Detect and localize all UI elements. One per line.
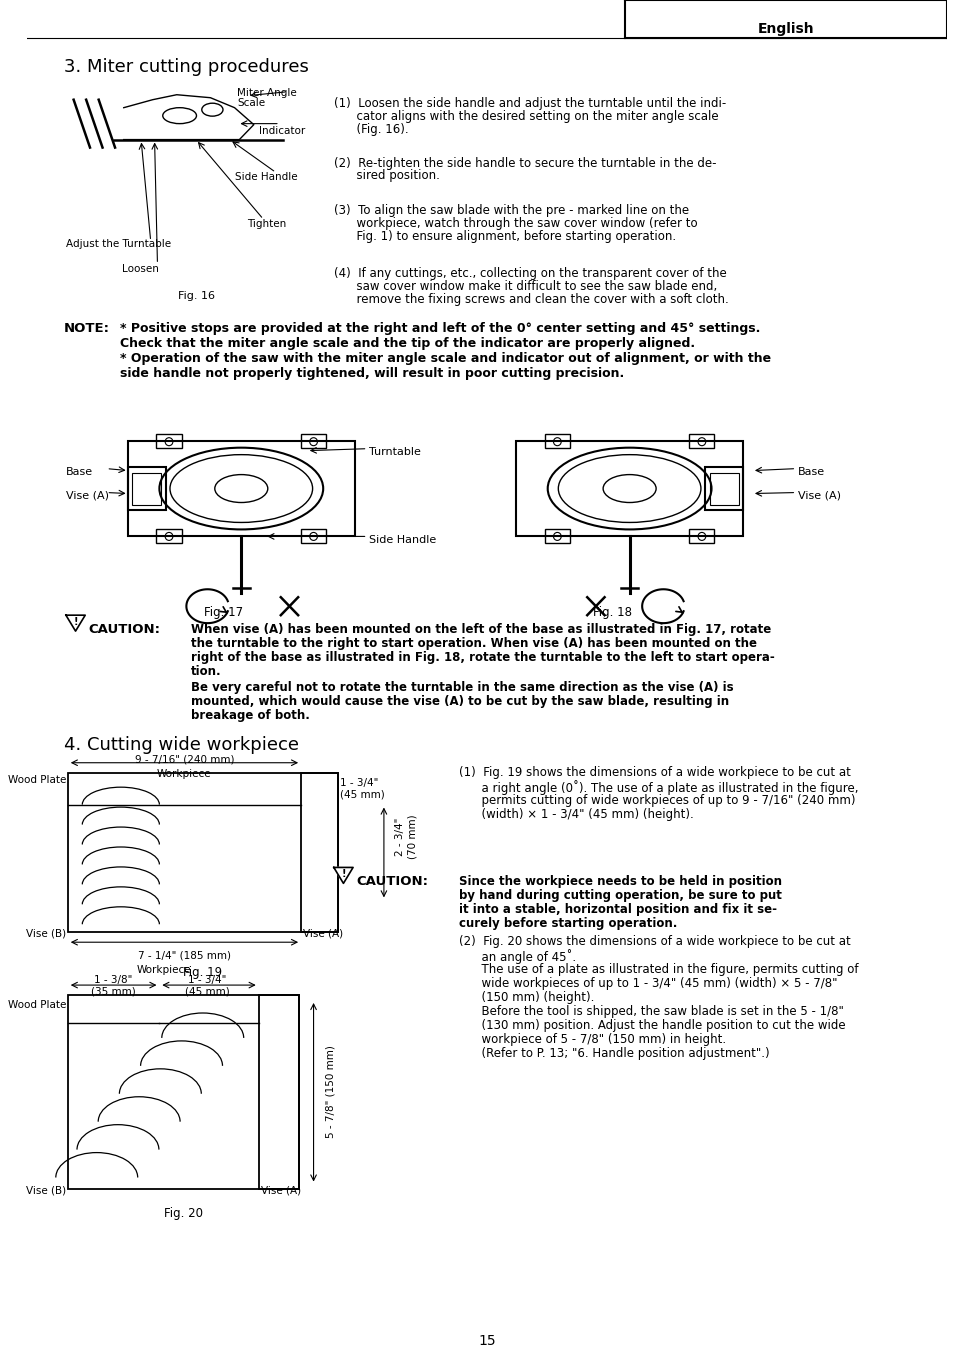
Text: sired position.: sired position. bbox=[334, 169, 439, 182]
Text: (1)  Fig. 19 shows the dimensions of a wide workpiece to be cut at: (1) Fig. 19 shows the dimensions of a wi… bbox=[458, 766, 850, 778]
Text: (1)  Loosen the side handle and adjust the turntable until the indi-: (1) Loosen the side handle and adjust th… bbox=[334, 97, 725, 109]
Text: 5 - 7/8" (150 mm): 5 - 7/8" (150 mm) bbox=[325, 1046, 335, 1138]
Text: Fig. 17: Fig. 17 bbox=[204, 607, 243, 619]
Text: Vise (A): Vise (A) bbox=[260, 1185, 300, 1196]
Text: curely before starting operation.: curely before starting operation. bbox=[458, 917, 677, 931]
Text: wide workpieces of up to 1 - 3/4" (45 mm) (width) × 5 - 7/8": wide workpieces of up to 1 - 3/4" (45 mm… bbox=[458, 977, 837, 990]
Text: 1 - 3/4": 1 - 3/4" bbox=[188, 975, 227, 985]
Text: by hand during cutting operation, be sure to put: by hand during cutting operation, be sur… bbox=[458, 889, 781, 902]
Text: Be very careful not to rotate the turntable in the same direction as the vise (A: Be very careful not to rotate the turnta… bbox=[191, 681, 733, 694]
Text: Side Handle: Side Handle bbox=[369, 535, 436, 546]
Text: saw cover window make it difficult to see the saw blade end,: saw cover window make it difficult to se… bbox=[334, 280, 717, 293]
Text: !: ! bbox=[341, 870, 345, 880]
Text: permits cutting of wide workpieces of up to 9 - 7/16" (240 mm): permits cutting of wide workpieces of up… bbox=[458, 793, 855, 807]
Text: * Positive stops are provided at the right and left of the 0° center setting and: * Positive stops are provided at the rig… bbox=[120, 322, 760, 335]
Text: Wood Plate: Wood Plate bbox=[8, 774, 66, 785]
Text: (70 mm): (70 mm) bbox=[407, 815, 416, 859]
Text: Vise (A): Vise (A) bbox=[303, 928, 343, 938]
Text: * Operation of the saw with the miter angle scale and indicator out of alignment: * Operation of the saw with the miter an… bbox=[120, 353, 770, 365]
Polygon shape bbox=[66, 615, 85, 631]
Text: !: ! bbox=[73, 617, 78, 627]
Text: Fig. 18: Fig. 18 bbox=[592, 607, 631, 619]
Text: Adjust the Turntable: Adjust the Turntable bbox=[66, 239, 171, 250]
Text: Workpiece: Workpiece bbox=[156, 769, 211, 778]
Text: right of the base as illustrated in Fig. 18, rotate the turntable to the left to: right of the base as illustrated in Fig.… bbox=[191, 651, 774, 665]
Text: Workpiece: Workpiece bbox=[136, 965, 192, 975]
Text: 3. Miter cutting procedures: 3. Miter cutting procedures bbox=[64, 58, 309, 76]
Text: (2)  Fig. 20 shows the dimensions of a wide workpiece to be cut at: (2) Fig. 20 shows the dimensions of a wi… bbox=[458, 935, 850, 948]
Text: Base: Base bbox=[66, 466, 93, 477]
Text: Before the tool is shipped, the saw blade is set in the 5 - 1/8": Before the tool is shipped, the saw blad… bbox=[458, 1005, 843, 1019]
Text: Loosen: Loosen bbox=[122, 265, 158, 274]
Text: (Refer to P. 13; "6. Handle position adjustment".): (Refer to P. 13; "6. Handle position adj… bbox=[458, 1047, 769, 1061]
Text: Indicator: Indicator bbox=[258, 126, 305, 135]
Text: 1 - 3/4": 1 - 3/4" bbox=[339, 778, 377, 788]
Text: Turntable: Turntable bbox=[369, 447, 421, 457]
Text: Fig. 1) to ensure alignment, before starting operation.: Fig. 1) to ensure alignment, before star… bbox=[334, 230, 676, 243]
Text: CAUTION:: CAUTION: bbox=[88, 623, 160, 636]
Text: 7 - 1/4" (185 mm): 7 - 1/4" (185 mm) bbox=[138, 950, 231, 961]
Text: Fig. 16: Fig. 16 bbox=[177, 290, 214, 301]
Text: tion.: tion. bbox=[191, 665, 222, 678]
Text: 9 - 7/16" (240 mm): 9 - 7/16" (240 mm) bbox=[134, 755, 233, 765]
Text: (2)  Re-tighten the side handle to secure the turntable in the de-: (2) Re-tighten the side handle to secure… bbox=[334, 157, 716, 169]
Text: (130 mm) position. Adjust the handle position to cut the wide: (130 mm) position. Adjust the handle pos… bbox=[458, 1019, 844, 1032]
Text: cator aligns with the desired setting on the miter angle scale: cator aligns with the desired setting on… bbox=[334, 109, 718, 123]
Text: (35 mm): (35 mm) bbox=[91, 986, 135, 996]
Text: CAUTION:: CAUTION: bbox=[355, 875, 428, 889]
Text: an angle of 45˚.: an angle of 45˚. bbox=[458, 950, 576, 965]
Text: Vise (A): Vise (A) bbox=[66, 490, 109, 501]
Text: Vise (B): Vise (B) bbox=[26, 1185, 66, 1196]
Text: Vise (B): Vise (B) bbox=[26, 928, 66, 938]
Text: Scale: Scale bbox=[237, 97, 265, 108]
Text: (width) × 1 - 3/4" (45 mm) (height).: (width) × 1 - 3/4" (45 mm) (height). bbox=[458, 808, 693, 820]
Text: 15: 15 bbox=[477, 1333, 496, 1348]
Text: mounted, which would cause the vise (A) to be cut by the saw blade, resulting in: mounted, which would cause the vise (A) … bbox=[191, 694, 728, 708]
Text: (Fig. 16).: (Fig. 16). bbox=[334, 123, 408, 135]
Text: Base: Base bbox=[798, 466, 824, 477]
Text: When vise (A) has been mounted on the left of the base as illustrated in Fig. 17: When vise (A) has been mounted on the le… bbox=[191, 623, 771, 636]
Text: Miter Angle: Miter Angle bbox=[237, 88, 297, 97]
Polygon shape bbox=[334, 867, 353, 884]
Text: (45 mm): (45 mm) bbox=[185, 986, 230, 996]
Text: a right angle (0˚). The use of a plate as illustrated in the figure,: a right angle (0˚). The use of a plate a… bbox=[458, 780, 858, 794]
Text: (150 mm) (height).: (150 mm) (height). bbox=[458, 992, 594, 1004]
Text: (3)  To align the saw blade with the pre - marked line on the: (3) To align the saw blade with the pre … bbox=[334, 204, 688, 218]
Text: side handle not properly tightened, will result in poor cutting precision.: side handle not properly tightened, will… bbox=[120, 367, 623, 380]
Text: workpiece, watch through the saw cover window (refer to: workpiece, watch through the saw cover w… bbox=[334, 218, 697, 231]
Text: Wood Plate: Wood Plate bbox=[8, 1000, 66, 1011]
Text: breakage of both.: breakage of both. bbox=[191, 709, 310, 721]
Text: it into a stable, horizontal position and fix it se-: it into a stable, horizontal position an… bbox=[458, 904, 777, 916]
Text: 2 - 3/4": 2 - 3/4" bbox=[395, 817, 405, 855]
Text: English: English bbox=[757, 22, 813, 36]
Text: (4)  If any cuttings, etc., collecting on the transparent cover of the: (4) If any cuttings, etc., collecting on… bbox=[334, 267, 726, 280]
Text: Fig. 19: Fig. 19 bbox=[183, 966, 222, 979]
Text: the turntable to the right to start operation. When vise (A) has been mounted on: the turntable to the right to start oper… bbox=[191, 638, 757, 650]
Text: workpiece of 5 - 7/8" (150 mm) in height.: workpiece of 5 - 7/8" (150 mm) in height… bbox=[458, 1034, 725, 1046]
Text: Since the workpiece needs to be held in position: Since the workpiece needs to be held in … bbox=[458, 875, 781, 889]
Text: Fig. 20: Fig. 20 bbox=[164, 1208, 203, 1220]
Text: The use of a plate as illustrated in the figure, permits cutting of: The use of a plate as illustrated in the… bbox=[458, 963, 858, 977]
Text: Tighten: Tighten bbox=[247, 219, 286, 230]
Text: NOTE:: NOTE: bbox=[64, 322, 110, 335]
Text: 1 - 3/8": 1 - 3/8" bbox=[93, 975, 132, 985]
Text: (45 mm): (45 mm) bbox=[339, 790, 384, 800]
Text: remove the fixing screws and clean the cover with a soft cloth.: remove the fixing screws and clean the c… bbox=[334, 293, 728, 307]
Text: Check that the miter angle scale and the tip of the indicator are properly align: Check that the miter angle scale and the… bbox=[120, 336, 695, 350]
Text: Side Handle: Side Handle bbox=[234, 173, 297, 182]
Text: 4. Cutting wide workpiece: 4. Cutting wide workpiece bbox=[64, 736, 298, 754]
Text: Vise (A): Vise (A) bbox=[798, 490, 841, 501]
